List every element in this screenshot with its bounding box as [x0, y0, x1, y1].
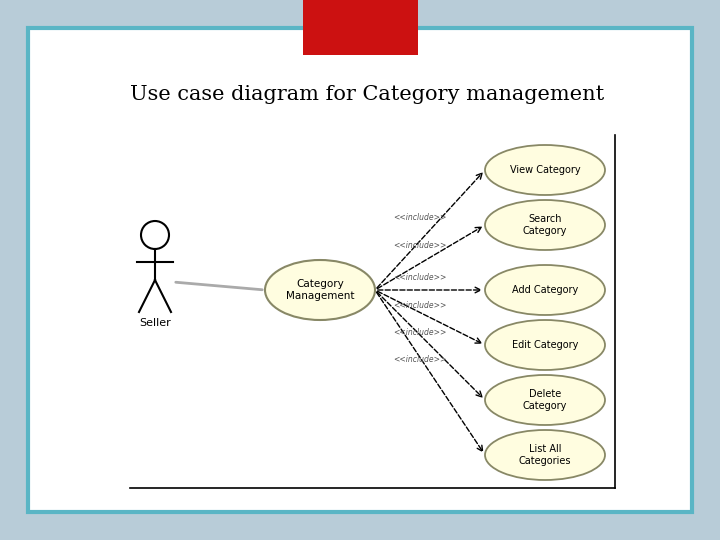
Text: <<include>>: <<include>> — [393, 240, 446, 249]
Text: Edit Category: Edit Category — [512, 340, 578, 350]
Bar — [28, 28, 692, 512]
Ellipse shape — [485, 430, 605, 480]
Ellipse shape — [485, 145, 605, 195]
Text: <<include>>: <<include>> — [393, 355, 446, 364]
Text: Seller: Seller — [139, 318, 171, 328]
Ellipse shape — [485, 320, 605, 370]
Text: <<include>>: <<include>> — [393, 213, 446, 222]
Bar — [302, 0, 418, 55]
Text: Add Category: Add Category — [512, 285, 578, 295]
Ellipse shape — [485, 375, 605, 425]
Text: <<include>>: <<include>> — [393, 300, 446, 309]
Text: <<include>>: <<include>> — [393, 273, 446, 282]
Text: Use case diagram for Category management: Use case diagram for Category management — [130, 85, 604, 104]
Text: View Category: View Category — [510, 165, 580, 175]
Text: Search
Category: Search Category — [523, 214, 567, 236]
Ellipse shape — [265, 260, 375, 320]
Ellipse shape — [485, 200, 605, 250]
Ellipse shape — [485, 265, 605, 315]
Text: <<include>>: <<include>> — [393, 328, 446, 337]
Text: List All
Categories: List All Categories — [518, 444, 571, 466]
Text: Delete
Category: Delete Category — [523, 389, 567, 411]
Text: Category
Management: Category Management — [286, 279, 354, 301]
